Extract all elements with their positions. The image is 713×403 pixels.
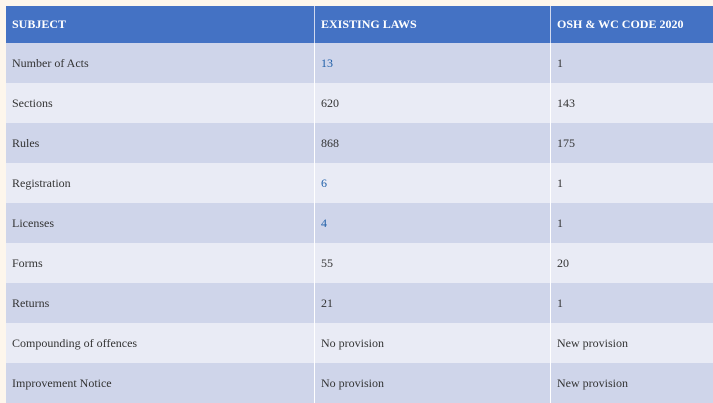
existing-laws-cell[interactable]: 6 — [315, 163, 551, 203]
header-osh-code: OSH & WC CODE 2020 — [551, 6, 713, 43]
osh-code-cell: 143 — [551, 83, 713, 123]
osh-code-cell: New provision — [551, 323, 713, 363]
subject-cell: Number of Acts — [6, 43, 315, 83]
osh-code-cell: New provision — [551, 363, 713, 403]
osh-code-cell: 1 — [551, 283, 713, 323]
subject-cell: Rules — [6, 123, 315, 163]
subject-cell: Improvement Notice — [6, 363, 315, 403]
existing-laws-cell[interactable]: 13 — [315, 43, 551, 83]
osh-code-cell: 1 — [551, 43, 713, 83]
existing-laws-cell: 868 — [315, 123, 551, 163]
subject-cell: Forms — [6, 243, 315, 283]
existing-laws-cell: No provision — [315, 323, 551, 363]
header-subject: SUBJECT — [6, 6, 315, 43]
existing-laws-cell: 55 — [315, 243, 551, 283]
osh-code-cell: 20 — [551, 243, 713, 283]
existing-laws-cell[interactable]: 4 — [315, 203, 551, 243]
existing-laws-cell: 620 — [315, 83, 551, 123]
subject-cell: Compounding of offences — [6, 323, 315, 363]
osh-code-cell: 175 — [551, 123, 713, 163]
subject-cell: Sections — [6, 83, 315, 123]
subject-cell: Returns — [6, 283, 315, 323]
existing-laws-cell: 21 — [315, 283, 551, 323]
header-row: SUBJECT EXISTING LAWS OSH & WC CODE 2020 — [6, 6, 713, 43]
subject-cell: Licenses — [6, 203, 315, 243]
comparison-table: SUBJECT EXISTING LAWS OSH & WC CODE 2020… — [6, 6, 713, 403]
header-existing-laws: EXISTING LAWS — [315, 6, 551, 43]
existing-laws-cell: No provision — [315, 363, 551, 403]
subject-cell: Registration — [6, 163, 315, 203]
osh-code-cell: 1 — [551, 163, 713, 203]
osh-code-cell: 1 — [551, 203, 713, 243]
